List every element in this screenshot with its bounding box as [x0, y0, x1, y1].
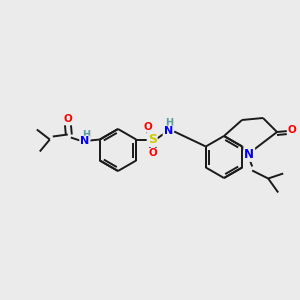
Text: H: H: [82, 130, 90, 140]
Text: N: N: [244, 148, 254, 161]
Text: S: S: [148, 133, 157, 146]
Text: N: N: [80, 136, 89, 146]
Text: N: N: [164, 127, 173, 136]
Text: O: O: [144, 122, 153, 131]
Text: H: H: [165, 118, 173, 128]
Text: O: O: [288, 125, 296, 135]
Text: O: O: [149, 148, 158, 158]
Text: O: O: [63, 115, 72, 124]
